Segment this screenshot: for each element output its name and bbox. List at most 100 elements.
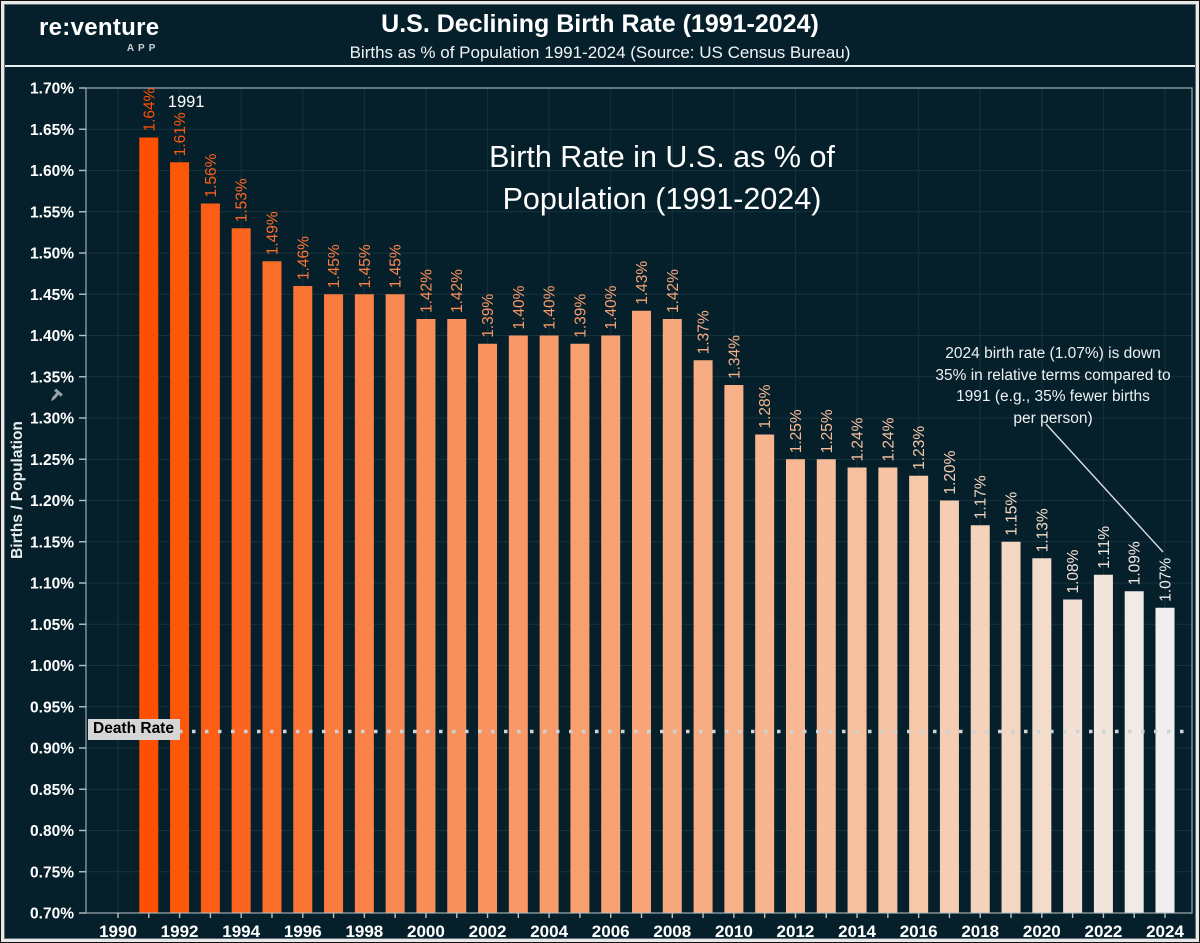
y-tick-label: 1.40% <box>30 328 74 345</box>
y-tick-label: 0.95% <box>30 699 74 716</box>
x-tick-label: 2012 <box>777 922 815 941</box>
bar-2020 <box>1032 558 1052 913</box>
y-tick-label: 1.45% <box>30 287 74 304</box>
x-tick-label: 2008 <box>653 922 691 941</box>
bar-value-label: 1.45% <box>326 244 343 288</box>
bar-value-label: 1.43% <box>634 261 651 305</box>
y-tick-label: 1.35% <box>30 369 74 386</box>
first-bar-callout: 1991 <box>168 93 205 111</box>
bar-value-label: 1.46% <box>295 236 312 280</box>
bar-value-label: 1.40% <box>603 285 620 329</box>
header-divider <box>3 65 1197 67</box>
y-tick-label: 1.70% <box>30 81 74 98</box>
x-tick-label: 2000 <box>407 922 445 941</box>
bar-2000 <box>416 319 436 913</box>
x-tick-label: 2020 <box>1023 922 1061 941</box>
y-tick-label: 0.70% <box>30 906 74 923</box>
bar-value-label: 1.07% <box>1158 558 1175 602</box>
x-tick-label: 1994 <box>222 922 260 941</box>
bar-value-label: 1.53% <box>234 178 251 222</box>
bar-2003 <box>508 335 528 913</box>
bar-2015 <box>878 467 898 913</box>
bar-2002 <box>478 343 498 913</box>
bar-2011 <box>755 434 775 913</box>
bar-value-label: 1.25% <box>819 409 836 453</box>
bar-value-label: 1.40% <box>542 285 559 329</box>
bar-value-label: 1.20% <box>942 450 959 494</box>
x-tick-label: 1998 <box>345 922 383 941</box>
bar-value-label: 1.23% <box>911 426 928 470</box>
page-title: U.S. Declining Birth Rate (1991-2024) <box>381 10 819 38</box>
header: re:venture APP U.S. Declining Birth Rate… <box>3 3 1197 65</box>
bar-2010 <box>724 385 744 913</box>
bar-2021 <box>1063 599 1083 913</box>
bar-1995 <box>262 261 282 913</box>
y-tick-label: 0.75% <box>30 864 74 881</box>
y-tick-label: 1.10% <box>30 576 74 593</box>
bar-2018 <box>970 525 990 913</box>
x-tick-label: 2016 <box>900 922 938 941</box>
bar-2024 <box>1155 607 1175 913</box>
bar-2004 <box>539 335 559 913</box>
x-tick-label: 2004 <box>530 922 568 941</box>
bar-2007 <box>632 310 651 913</box>
x-tick-label: 1996 <box>284 922 322 941</box>
x-tick-label: 2018 <box>961 922 999 941</box>
bar-2006 <box>601 335 621 913</box>
bar-2013 <box>816 459 836 913</box>
y-tick-label: 1.15% <box>30 534 74 551</box>
bar-1994 <box>231 228 251 913</box>
bar-value-label: 1.64% <box>141 87 158 131</box>
y-tick-label: 1.55% <box>30 204 74 221</box>
logo: re:venture APP <box>39 16 159 54</box>
bar-value-label: 1.09% <box>1127 541 1144 585</box>
chart-title: Birth Rate in U.S. as % of Population (1… <box>489 140 835 216</box>
bar-value-label: 1.17% <box>973 475 990 519</box>
y-tick-label: 1.30% <box>30 411 74 428</box>
bar-2005 <box>570 343 590 913</box>
bar-value-label: 1.39% <box>572 294 589 338</box>
x-tick-label: 1992 <box>161 922 199 941</box>
bar-value-label: 1.24% <box>850 417 867 461</box>
bar-value-label: 1.15% <box>1004 492 1021 536</box>
bar-value-label: 1.45% <box>388 244 405 288</box>
bar-value-label: 1.28% <box>757 384 774 428</box>
bar-2009 <box>693 360 713 913</box>
logo-app-label: APP <box>126 43 160 54</box>
x-tick-label: 2024 <box>1146 922 1184 941</box>
bar-value-label: 1.61% <box>172 112 189 156</box>
bar-2016 <box>909 475 929 913</box>
y-tick-label: 0.85% <box>30 782 74 799</box>
bar-2008 <box>662 319 682 913</box>
y-tick-label: 1.25% <box>30 452 74 469</box>
y-tick-label: 1.05% <box>30 617 74 634</box>
y-axis-label: Births / Population <box>9 421 26 559</box>
annotation-pointer-line <box>1045 423 1164 553</box>
bar-1998 <box>354 294 374 913</box>
x-tick-label: 2014 <box>838 922 876 941</box>
header-titles: U.S. Declining Birth Rate (1991-2024) Bi… <box>3 3 1197 63</box>
y-tick-label: 0.80% <box>30 823 74 840</box>
bar-2012 <box>785 459 805 913</box>
bar-2014 <box>847 467 867 913</box>
pin-icon <box>50 388 63 402</box>
bar-value-label: 1.37% <box>696 310 713 354</box>
bar-1992 <box>170 162 190 913</box>
bar-value-label: 1.39% <box>480 294 497 338</box>
x-tick-label: 2022 <box>1084 922 1122 941</box>
bar-2017 <box>939 500 959 913</box>
y-tick-label: 1.00% <box>30 658 74 675</box>
bar-2022 <box>1093 574 1113 913</box>
bar-1999 <box>385 294 405 913</box>
bar-value-label: 1.13% <box>1034 508 1051 552</box>
bar-value-label: 1.42% <box>665 269 682 313</box>
y-tick-label: 1.20% <box>30 493 74 510</box>
bar-value-label: 1.49% <box>264 211 281 255</box>
x-tick-label: 1990 <box>99 922 137 941</box>
bar-2001 <box>447 319 467 913</box>
x-tick-label: 2002 <box>469 922 507 941</box>
page-subtitle: Births as % of Population 1991-2024 (Sou… <box>349 43 851 62</box>
y-tick-label: 1.50% <box>30 246 74 263</box>
bar-value-label: 1.42% <box>418 269 435 313</box>
